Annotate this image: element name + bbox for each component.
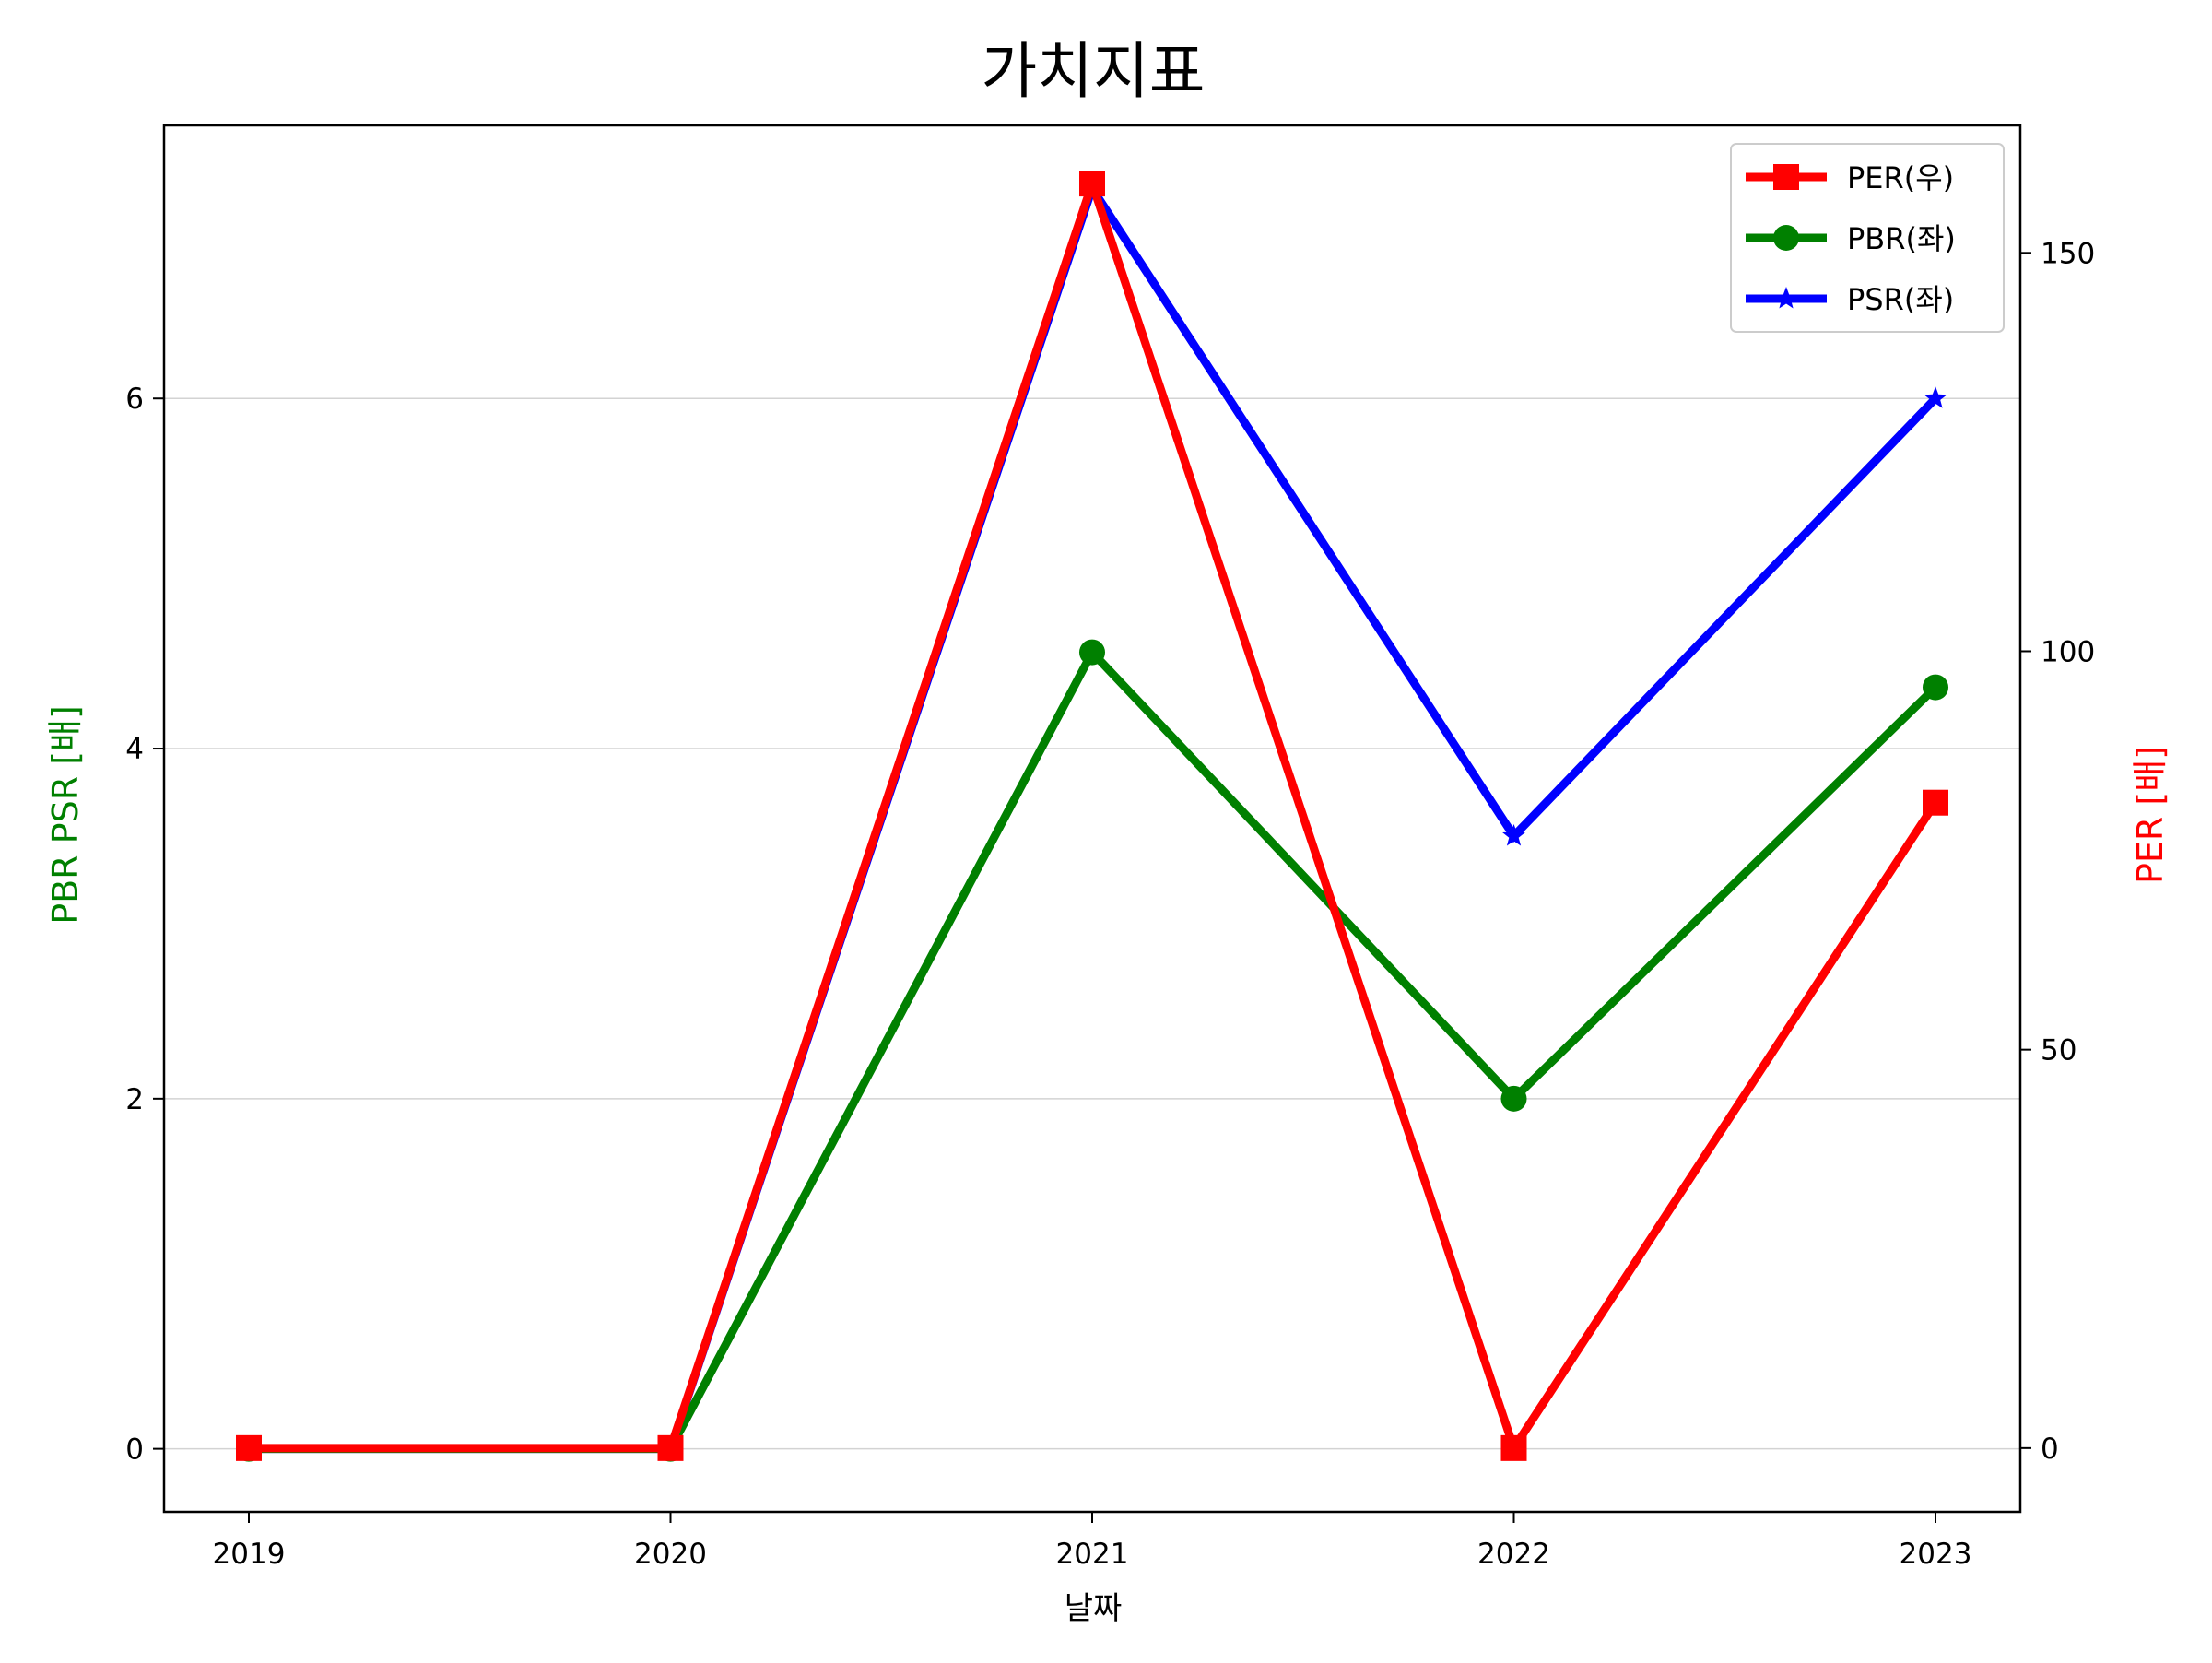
x-tick-label: 2022: [1477, 1538, 1550, 1571]
chart-title: 가치지표: [982, 36, 1206, 107]
data-point: [1923, 674, 1948, 701]
x-axis-label: 날짜: [1065, 1590, 1123, 1627]
y-left-tick-label: 6: [125, 383, 144, 416]
y-right-tick-label: 150: [2041, 237, 2095, 270]
legend-marker: [1773, 225, 1799, 251]
series-layer: [236, 170, 1948, 1462]
y-axis-right-label: PER [배]: [2130, 746, 2171, 884]
y-left-tick-label: 4: [125, 733, 144, 766]
series-square: [236, 170, 1948, 1461]
data-point: [1924, 386, 1947, 408]
legend: PER(우) PBR(좌) PSR(좌): [1730, 143, 2005, 333]
series-line: [244, 170, 1942, 1458]
legend-marker: [1774, 287, 1798, 309]
legend-label: PER(우): [1847, 160, 1954, 195]
y-right-tick-label: 100: [2041, 635, 2095, 668]
x-tick-label: 2023: [1900, 1538, 1972, 1571]
axes-layer: 0 2 4 6 0 50 100 150 2019 2020 2021 2022 2023: [125, 237, 2095, 1571]
series-line: [244, 644, 1942, 1454]
series-line: [244, 179, 1942, 1454]
series-circle: [236, 639, 1948, 1462]
data-point: [1500, 1434, 1527, 1461]
data-point: [1923, 789, 1948, 816]
data-point: [657, 1434, 684, 1461]
data-point: [1079, 171, 1105, 197]
grid-lines: [164, 397, 2020, 1450]
x-tick-label: 2021: [1056, 1538, 1129, 1571]
data-point: [1502, 824, 1525, 846]
legend-label: PBR(좌): [1847, 221, 1956, 256]
data-point: [1500, 1085, 1527, 1112]
series-star: [237, 176, 1947, 1459]
data-point: [1079, 639, 1105, 666]
y-right-tick-label: 50: [2041, 1034, 2077, 1067]
y-left-tick-label: 2: [125, 1083, 144, 1116]
legend-marker: [1773, 164, 1799, 190]
x-tick-label: 2020: [634, 1538, 707, 1571]
y-right-tick-label: 0: [2041, 1433, 2059, 1466]
y-left-tick-label: 0: [125, 1433, 144, 1467]
legend-box: [1730, 143, 2005, 333]
legend-label: PSR(좌): [1847, 282, 1954, 317]
x-tick-label: 2019: [213, 1538, 286, 1571]
data-point: [236, 1434, 262, 1461]
y-axis-left-label: PBR PSR [배]: [45, 705, 86, 925]
plot-frame: [162, 124, 2022, 1514]
